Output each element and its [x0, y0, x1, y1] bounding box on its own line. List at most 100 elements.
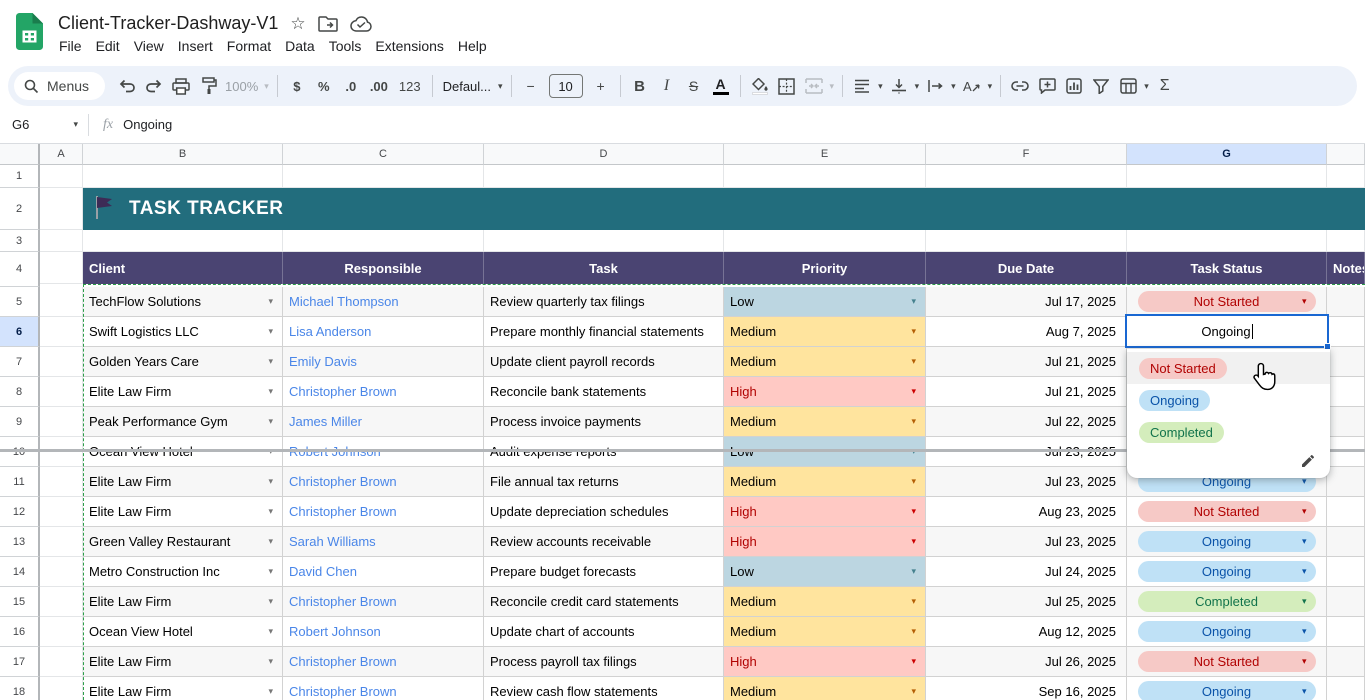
empty-cell[interactable] — [724, 165, 926, 188]
empty-cell[interactable] — [484, 165, 724, 188]
task-cell[interactable]: Prepare monthly financial statements — [484, 317, 724, 347]
responsible-cell[interactable]: Christopher Brown — [283, 467, 484, 497]
row-header-7[interactable]: 7 — [0, 347, 40, 377]
chevron-down-icon[interactable]: ▾ — [911, 386, 916, 397]
client-cell[interactable]: Swift Logistics LLC▾ — [83, 317, 283, 347]
task-cell[interactable]: Process payroll tax filings — [484, 647, 724, 677]
column-header-partial[interactable] — [1327, 144, 1365, 165]
empty-cell[interactable] — [1327, 230, 1365, 252]
notes-cell[interactable] — [1327, 647, 1365, 677]
chevron-down-icon[interactable]: ▾ — [1302, 296, 1307, 307]
column-header-g[interactable]: G — [1127, 144, 1327, 165]
chevron-down-icon[interactable]: ▾ — [911, 596, 916, 607]
priority-cell[interactable]: Medium▾ — [724, 317, 926, 347]
priority-cell[interactable]: Medium▾ — [724, 467, 926, 497]
status-pill[interactable]: Ongoing▾ — [1138, 681, 1316, 700]
format-percent-button[interactable]: % — [311, 73, 337, 99]
row-header-11[interactable]: 11 — [0, 467, 40, 497]
empty-cell[interactable] — [83, 230, 283, 252]
row-header-18[interactable]: 18 — [0, 677, 40, 700]
empty-cell[interactable] — [724, 230, 926, 252]
insert-chart-icon[interactable] — [1061, 73, 1087, 99]
notes-cell[interactable] — [1327, 677, 1365, 700]
empty-cell[interactable] — [926, 165, 1127, 188]
print-icon[interactable] — [168, 73, 194, 99]
due-date-cell[interactable]: Jul 17, 2025 — [926, 287, 1127, 317]
menu-view[interactable]: View — [127, 36, 171, 56]
decrease-decimals-button[interactable]: .0 — [338, 73, 364, 99]
notes-cell[interactable] — [1327, 287, 1365, 317]
format-currency-button[interactable]: $ — [284, 73, 310, 99]
empty-cell[interactable] — [40, 587, 83, 617]
responsible-cell[interactable]: James Miller — [283, 407, 484, 437]
task-status-cell[interactable]: Ongoing▾ — [1127, 527, 1327, 557]
text-rotation-icon[interactable]: A — [959, 73, 985, 99]
due-date-cell[interactable]: Jul 25, 2025 — [926, 587, 1127, 617]
row-header-4[interactable]: 4 — [0, 252, 40, 287]
filter-icon[interactable] — [1088, 73, 1114, 99]
chevron-down-icon[interactable]: ▾ — [911, 566, 916, 577]
status-pill[interactable]: Not Started▾ — [1138, 501, 1316, 522]
vertical-align-icon[interactable] — [886, 73, 912, 99]
menu-extensions[interactable]: Extensions — [368, 36, 450, 56]
chevron-down-icon[interactable]: ▾ — [911, 626, 916, 637]
vertical-align-caret-icon[interactable]: ▾ — [913, 81, 922, 92]
chevron-down-icon[interactable]: ▾ — [1302, 626, 1307, 637]
row-header-16[interactable]: 16 — [0, 617, 40, 647]
due-date-cell[interactable]: Jul 21, 2025 — [926, 347, 1127, 377]
row-header-13[interactable]: 13 — [0, 527, 40, 557]
empty-cell[interactable] — [1127, 165, 1327, 188]
table-views-icon[interactable] — [1115, 73, 1141, 99]
due-date-cell[interactable]: Jul 21, 2025 — [926, 377, 1127, 407]
name-box[interactable]: G6 ▾ — [0, 117, 88, 132]
due-date-cell[interactable]: Jul 23, 2025 — [926, 437, 1127, 467]
empty-cell[interactable] — [40, 467, 83, 497]
text-color-button[interactable]: A — [708, 73, 734, 99]
chevron-down-icon[interactable]: ▾ — [268, 326, 273, 337]
client-cell[interactable]: Elite Law Firm▾ — [83, 497, 283, 527]
responsible-cell[interactable]: Emily Davis — [283, 347, 484, 377]
empty-cell[interactable] — [40, 557, 83, 587]
empty-cell[interactable] — [484, 230, 724, 252]
task-status-cell[interactable]: Not Started▾ — [1127, 647, 1327, 677]
responsible-cell[interactable]: Lisa Anderson — [283, 317, 484, 347]
priority-cell[interactable]: Medium▾ — [724, 407, 926, 437]
notes-cell[interactable] — [1327, 467, 1365, 497]
column-header-b[interactable]: B — [83, 144, 283, 165]
move-folder-icon[interactable] — [318, 16, 338, 32]
empty-cell[interactable] — [40, 377, 83, 407]
responsible-cell[interactable]: Robert Johnson — [283, 617, 484, 647]
client-cell[interactable]: Golden Years Care▾ — [83, 347, 283, 377]
column-header-c[interactable]: C — [283, 144, 484, 165]
dropdown-option-completed[interactable]: Completed — [1127, 416, 1330, 448]
chevron-down-icon[interactable]: ▾ — [268, 626, 273, 637]
client-cell[interactable]: Elite Law Firm▾ — [83, 647, 283, 677]
status-pill[interactable]: Ongoing▾ — [1138, 531, 1316, 552]
due-date-cell[interactable]: Aug 7, 2025 — [926, 317, 1127, 347]
empty-cell[interactable] — [83, 165, 283, 188]
chevron-down-icon[interactable]: ▾ — [268, 506, 273, 517]
formula-bar-value[interactable]: Ongoing — [123, 117, 172, 132]
empty-cell[interactable] — [40, 647, 83, 677]
row-header-2[interactable]: 2 — [0, 188, 40, 230]
chevron-down-icon[interactable]: ▾ — [268, 536, 273, 547]
dropdown-option-notstarted[interactable]: Not Started — [1127, 352, 1330, 384]
due-date-cell[interactable]: Jul 22, 2025 — [926, 407, 1127, 437]
chevron-down-icon[interactable]: ▾ — [268, 566, 273, 577]
empty-cell[interactable] — [283, 165, 484, 188]
empty-cell[interactable] — [40, 527, 83, 557]
row-header-17[interactable]: 17 — [0, 647, 40, 677]
strikethrough-button[interactable]: S — [681, 73, 707, 99]
menu-file[interactable]: File — [52, 36, 89, 56]
notes-cell[interactable] — [1327, 407, 1365, 437]
table-views-caret-icon[interactable]: ▾ — [1142, 81, 1151, 92]
star-icon[interactable]: ☆ — [290, 15, 305, 32]
row-header-5[interactable]: 5 — [0, 287, 40, 317]
empty-cell[interactable] — [40, 617, 83, 647]
responsible-cell[interactable]: Christopher Brown — [283, 677, 484, 700]
empty-cell[interactable] — [40, 188, 83, 230]
chevron-down-icon[interactable]: ▾ — [911, 476, 916, 487]
merge-cells-icon[interactable] — [801, 73, 827, 99]
empty-cell[interactable] — [926, 230, 1127, 252]
column-header-a[interactable]: A — [40, 144, 83, 165]
